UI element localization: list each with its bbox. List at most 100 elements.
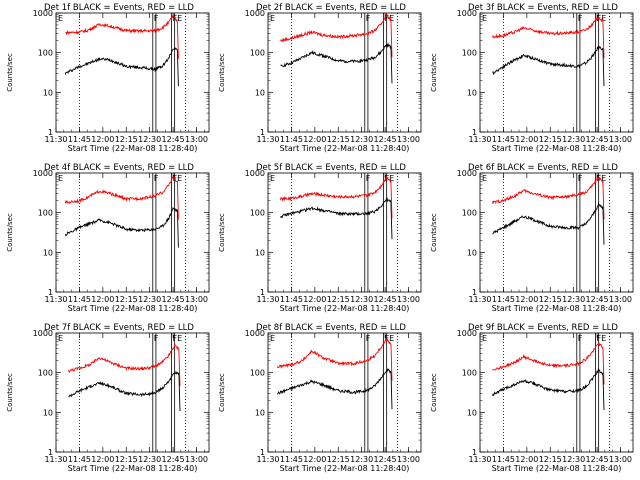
x-tick-label: 11:45 (68, 135, 91, 144)
x-tick-label: 11:30 (44, 455, 67, 464)
y-tick-label: 1000 (245, 9, 265, 18)
x-tick-label: 11:30 (256, 135, 279, 144)
x-tick-label: 12:45 (162, 135, 185, 144)
x-tick-label: 12:45 (374, 295, 397, 304)
x-axis-label: Start Time (22-Mar-08 11:28:40) (280, 304, 410, 313)
x-tick-label: 12:15 (539, 295, 562, 304)
x-axis-label: Start Time (22-Mar-08 11:28:40) (68, 304, 198, 313)
x-tick-label: 12:15 (327, 455, 350, 464)
x-tick-label: 13:00 (609, 295, 632, 304)
marker-label-e: E (270, 174, 275, 183)
y-tick-label: 1000 (33, 329, 53, 338)
y-tick-label: 10 (43, 248, 53, 257)
series-events-line (64, 207, 179, 248)
x-tick-label: 12:30 (138, 295, 161, 304)
y-tick-label: 1 (260, 288, 265, 297)
x-tick-label: 12:45 (586, 135, 609, 144)
series-lld-line (492, 16, 605, 59)
x-tick-label: 12:00 (91, 135, 114, 144)
x-axis-label: Start Time (22-Mar-08 11:28:40) (492, 304, 622, 313)
x-axis-label: Start Time (22-Mar-08 11:28:40) (492, 144, 622, 153)
plot-frame (479, 12, 634, 133)
x-tick-label: 13:00 (397, 455, 420, 464)
chart-panel-4: Det 4f BLACK = Events, RED = LLD 1 10 100 10… (6, 163, 210, 313)
chart-title: Det 2f BLACK = Events, RED = LLD (256, 3, 406, 13)
y-axis-label: Counts/sec (218, 213, 226, 252)
marker-label-fe: FE (173, 334, 183, 343)
marker-label-fe: FE (173, 174, 183, 183)
x-tick-label: 11:30 (468, 135, 491, 144)
marker-label-fe: FE (173, 14, 183, 23)
chart-panel-8: Det 8f BLACK = Events, RED = LLD 1 10 100 10… (218, 323, 422, 473)
x-tick-label: 11:30 (468, 455, 491, 464)
series-lld-line (492, 342, 605, 385)
y-tick-label: 100 (250, 49, 265, 58)
series-events-line (492, 368, 605, 411)
x-tick-label: 12:00 (303, 135, 326, 144)
y-axis-label: Counts/sec (430, 213, 438, 252)
x-tick-label: 12:45 (586, 295, 609, 304)
marker-label-f: F (578, 174, 583, 183)
x-tick-label: 12:15 (539, 135, 562, 144)
x-tick-label: 12:00 (515, 455, 538, 464)
chart-title: Det 9f BLACK = Events, RED = LLD (468, 323, 618, 333)
x-tick-label: 12:45 (162, 455, 185, 464)
y-tick-label: 10 (467, 88, 477, 97)
marker-label-e: E (270, 14, 275, 23)
x-tick-label: 12:30 (562, 295, 585, 304)
x-tick-label: 12:00 (515, 135, 538, 144)
chart-panel-5: Det 5f BLACK = Events, RED = LLD 1 10 100 10… (218, 163, 422, 313)
x-tick-label: 12:45 (162, 295, 185, 304)
y-tick-label: 100 (38, 369, 53, 378)
x-tick-label: 12:30 (350, 455, 373, 464)
y-tick-label: 1 (48, 448, 53, 457)
y-tick-label: 100 (462, 209, 477, 218)
y-tick-label: 100 (38, 49, 53, 58)
x-tick-label: 11:30 (44, 295, 67, 304)
marker-label-e: E (58, 174, 63, 183)
y-axis-label: Counts/sec (6, 213, 14, 252)
y-tick-label: 1000 (457, 169, 477, 178)
x-tick-label: 11:30 (468, 295, 491, 304)
y-tick-label: 1 (48, 288, 53, 297)
series-events-line (68, 370, 181, 412)
x-axis-label: Start Time (22-Mar-08 11:28:40) (280, 464, 410, 473)
x-axis-label: Start Time (22-Mar-08 11:28:40) (280, 144, 410, 153)
x-tick-label: 13:00 (609, 135, 632, 144)
chart-panel-7: Det 7f BLACK = Events, RED = LLD 1 10 100 10… (6, 323, 210, 473)
x-tick-label: 13:00 (609, 455, 632, 464)
y-tick-label: 1 (48, 128, 53, 137)
series-lld-line (276, 338, 393, 381)
series-lld-line (492, 176, 605, 220)
plot-frame (55, 332, 210, 453)
y-tick-label: 1000 (457, 9, 477, 18)
x-tick-label: 12:45 (374, 135, 397, 144)
x-tick-label: 12:00 (303, 295, 326, 304)
series-events-line (492, 201, 605, 245)
plot-frame (55, 172, 210, 293)
x-axis-label: Start Time (22-Mar-08 11:28:40) (68, 144, 198, 153)
y-tick-label: 1000 (457, 329, 477, 338)
y-tick-label: 10 (467, 408, 477, 417)
series-lld-line (280, 13, 393, 57)
y-tick-label: 10 (43, 408, 53, 417)
chart-title: Det 8f BLACK = Events, RED = LLD (256, 323, 406, 333)
series-lld-line (280, 176, 393, 219)
y-tick-label: 10 (255, 88, 265, 97)
marker-label-e: E (270, 334, 275, 343)
plot-frame (267, 332, 422, 453)
series-events-line (492, 45, 605, 87)
x-tick-label: 11:45 (280, 295, 303, 304)
marker-label-fe: FE (385, 174, 395, 183)
chart-panel-1: Det 1f BLACK = Events, RED = LLD 1 10 100 10… (6, 3, 210, 153)
series-events-line (280, 196, 393, 240)
chart-panel-3: Det 3f BLACK = Events, RED = LLD 1 10 100 10… (430, 3, 634, 153)
x-tick-label: 11:30 (256, 295, 279, 304)
marker-label-f: F (578, 334, 583, 343)
marker-label-f: F (366, 14, 371, 23)
y-axis-label: Counts/sec (218, 373, 226, 412)
x-tick-label: 12:15 (115, 455, 138, 464)
y-tick-label: 1 (472, 448, 477, 457)
x-tick-label: 12:00 (91, 455, 114, 464)
chart-title: Det 1f BLACK = Events, RED = LLD (44, 3, 194, 13)
